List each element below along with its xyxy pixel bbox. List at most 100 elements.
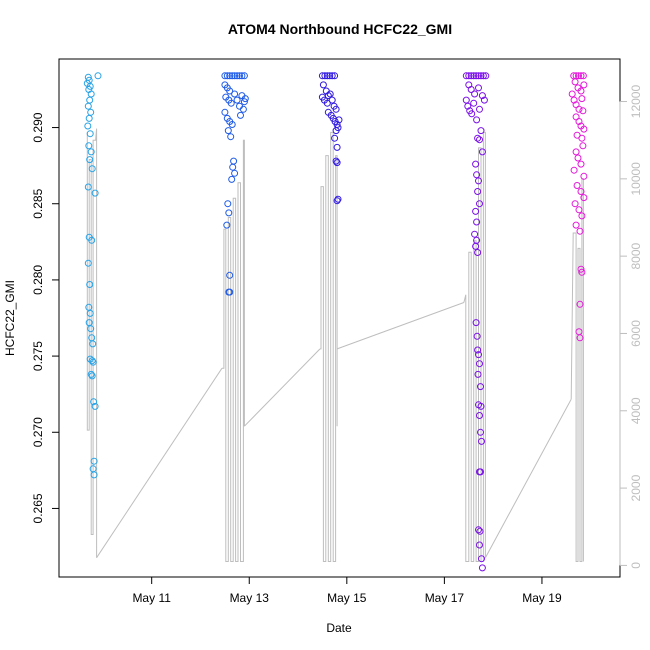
data-point <box>476 527 484 535</box>
data-point <box>240 72 248 80</box>
data-point <box>476 105 483 113</box>
x-axis: May 11 May 13 May 15 May 17 May 19 <box>132 576 562 605</box>
data-point <box>476 200 483 208</box>
y-tick-label: 0.265 <box>31 493 45 523</box>
data-point <box>226 271 234 279</box>
data-point <box>580 81 588 89</box>
data-point <box>223 221 231 229</box>
plot-frame <box>58 58 621 578</box>
data-point <box>477 127 485 135</box>
data-point <box>464 102 472 110</box>
data-point <box>237 111 244 119</box>
data-point <box>474 134 482 142</box>
data-point <box>240 98 248 106</box>
data-point <box>472 319 480 327</box>
data-point <box>229 163 237 171</box>
data-point <box>473 171 481 179</box>
data-point <box>323 99 331 107</box>
data-point <box>577 87 585 95</box>
data-point <box>467 86 475 93</box>
data-point <box>224 127 232 135</box>
data-point <box>579 142 587 150</box>
altitude-line-segment <box>463 131 486 562</box>
data-point <box>462 96 470 104</box>
data-point <box>578 134 586 142</box>
data-point <box>478 555 485 563</box>
data-point <box>87 108 95 116</box>
data-point <box>482 72 490 80</box>
data-point <box>89 340 97 348</box>
data-point <box>87 325 95 333</box>
data-point <box>478 92 486 100</box>
data-point <box>571 200 579 208</box>
data-point <box>88 236 96 244</box>
y2-tick-label: 0 <box>629 562 643 569</box>
data-point <box>579 107 587 115</box>
data-point <box>333 159 341 167</box>
y-axis-right: 0 2000 4000 6000 8000 10000 12000 <box>619 85 643 569</box>
y-axis-label: HCFC22_GMI <box>3 280 17 356</box>
data-point <box>239 105 247 113</box>
data-point <box>84 259 92 267</box>
data-point <box>227 133 235 141</box>
data-point <box>575 206 583 214</box>
points-layer <box>83 72 588 572</box>
data-point <box>231 90 239 98</box>
data-point <box>478 437 485 445</box>
data-point <box>225 209 233 217</box>
data-point <box>84 183 92 191</box>
data-point <box>475 526 482 534</box>
data-point <box>475 177 482 185</box>
data-point <box>228 175 236 183</box>
data-point <box>332 127 340 135</box>
data-point <box>472 242 480 250</box>
data-point <box>321 72 329 80</box>
data-point <box>475 72 482 80</box>
altitude-line-connector <box>244 348 321 427</box>
data-point <box>226 72 234 80</box>
data-point <box>241 95 249 103</box>
data-point <box>473 116 481 124</box>
altitude-line-segment <box>221 139 245 562</box>
data-point <box>477 402 485 410</box>
data-point <box>571 78 579 86</box>
data-point <box>333 143 341 151</box>
data-point <box>332 157 340 165</box>
data-point <box>221 72 229 80</box>
data-point <box>90 471 98 479</box>
data-point <box>335 116 343 124</box>
y2-tick-label: 12000 <box>629 85 643 119</box>
data-point <box>577 188 585 195</box>
data-point <box>91 189 99 197</box>
data-point <box>570 166 578 174</box>
data-point <box>578 212 586 220</box>
altitude-line-segment <box>320 131 338 562</box>
data-point <box>332 105 340 113</box>
data-point <box>233 72 241 80</box>
data-point <box>468 110 476 118</box>
data-point <box>477 72 485 80</box>
data-point <box>476 541 483 549</box>
data-point <box>467 72 475 80</box>
data-point <box>480 96 488 104</box>
y2-tick-label: 8000 <box>629 242 643 269</box>
data-point <box>86 281 94 288</box>
data-point <box>318 72 326 80</box>
data-point <box>231 169 239 177</box>
chart-title: ATOM4 Northbound HCFC22_GMI <box>228 21 452 37</box>
data-point <box>87 370 95 378</box>
data-point <box>227 99 235 107</box>
data-point <box>86 96 94 104</box>
data-point <box>572 221 580 229</box>
data-point <box>88 372 96 380</box>
data-point <box>331 134 339 142</box>
data-point <box>580 172 588 180</box>
data-point <box>477 428 484 436</box>
y-tick-label: 0.280 <box>31 265 45 295</box>
data-point <box>88 165 96 173</box>
data-point <box>578 95 586 103</box>
data-point <box>577 72 585 80</box>
data-point <box>575 328 583 336</box>
data-point <box>85 142 93 150</box>
